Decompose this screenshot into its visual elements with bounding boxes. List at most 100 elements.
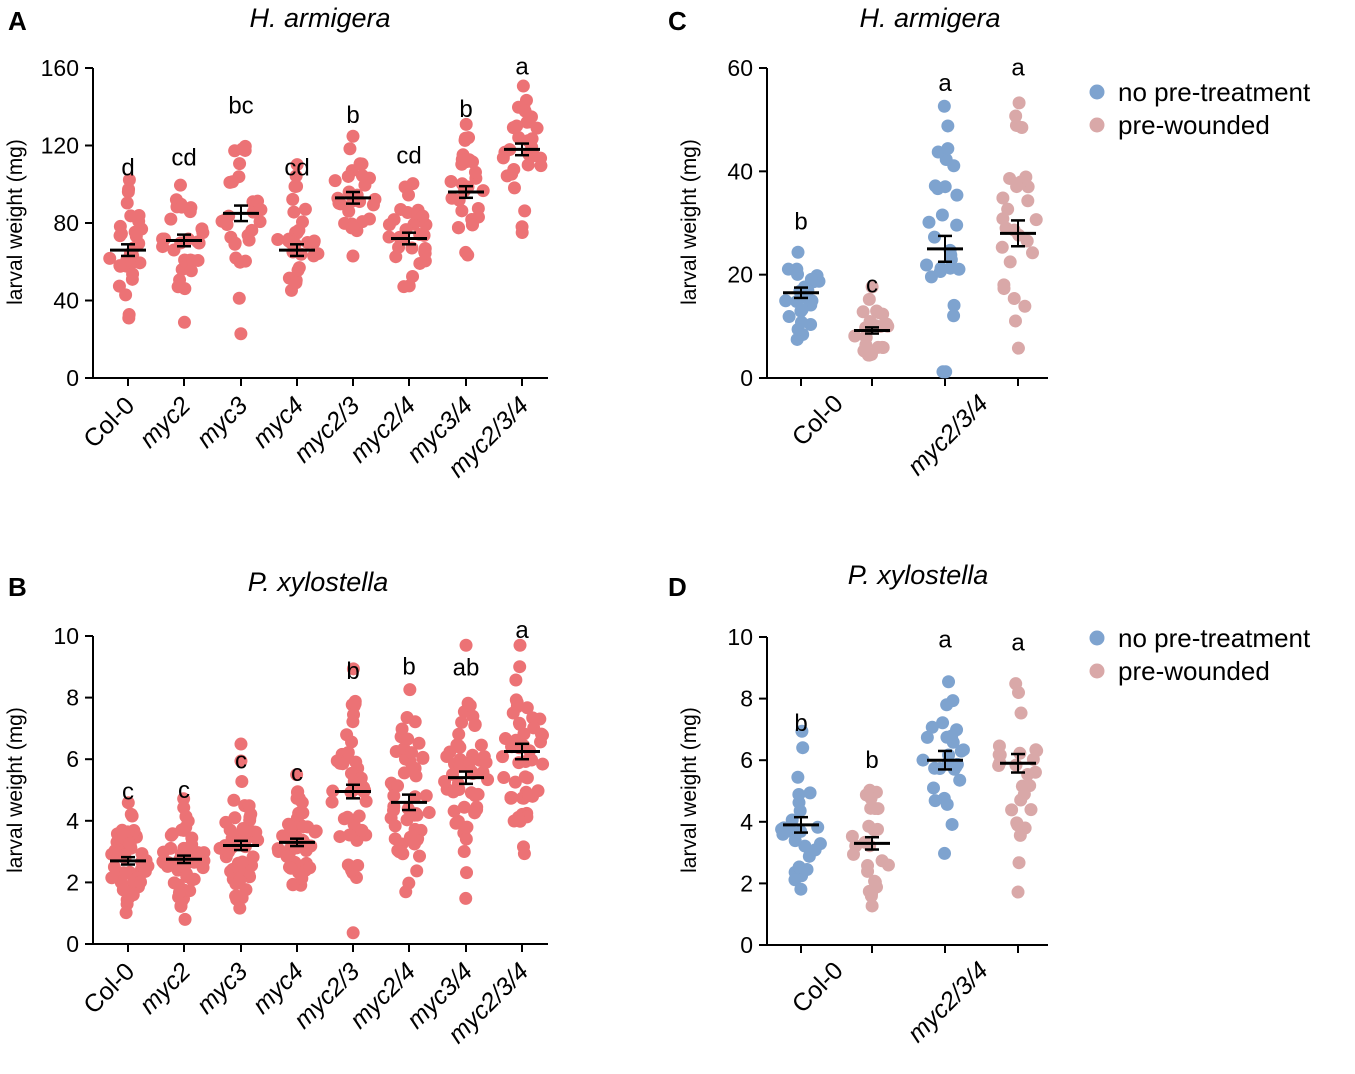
data-point — [233, 901, 247, 915]
data-point — [782, 310, 796, 324]
data-point — [343, 828, 357, 842]
data-point — [129, 229, 143, 243]
data-point — [402, 188, 416, 202]
data-point — [394, 202, 408, 216]
data-point — [452, 739, 466, 753]
data-point — [457, 844, 471, 858]
x-tick-label: myc2/3/4 — [902, 956, 994, 1048]
data-point — [286, 192, 300, 206]
data-point — [521, 158, 535, 172]
data-point — [506, 706, 520, 720]
data-point — [795, 303, 809, 317]
data-point — [403, 683, 417, 697]
data-point — [407, 837, 421, 851]
panel-label: D — [668, 572, 687, 602]
legend-marker — [1089, 84, 1105, 100]
data-point — [1021, 767, 1035, 781]
data-point — [234, 754, 248, 768]
significance-letter: d — [121, 154, 134, 181]
data-point — [519, 93, 533, 107]
data-point — [341, 169, 355, 183]
data-point — [178, 912, 192, 926]
x-tick-label: myc2/3/4 — [902, 389, 994, 481]
data-point — [527, 149, 541, 163]
data-point — [945, 817, 959, 831]
data-point — [447, 804, 461, 818]
significance-letter: b — [794, 710, 807, 737]
data-point — [121, 185, 135, 199]
data-point — [795, 315, 809, 329]
data-point — [391, 779, 405, 793]
y-tick-label: 6 — [66, 746, 79, 772]
significance-letter: b — [346, 658, 359, 685]
data-point — [348, 697, 362, 711]
data-point — [481, 773, 495, 787]
data-point — [1014, 706, 1028, 720]
data-point — [444, 174, 458, 188]
data-point — [920, 730, 934, 744]
significance-letter: c — [122, 778, 134, 805]
data-point — [800, 862, 814, 876]
data-point — [438, 774, 452, 788]
data-point — [950, 188, 964, 202]
panel-label: B — [8, 572, 27, 602]
data-point — [468, 789, 482, 803]
data-point — [292, 223, 306, 237]
data-point — [953, 773, 967, 787]
series-no-pre-treatment: ba — [779, 70, 966, 379]
data-point — [992, 739, 1006, 753]
data-point — [388, 832, 402, 846]
data-point — [803, 786, 817, 800]
data-point — [496, 750, 510, 764]
y-axis-label: larval weight (mg) — [4, 707, 27, 873]
data-point — [1021, 194, 1035, 208]
data-point — [504, 790, 518, 804]
data-point — [135, 847, 149, 861]
data-point — [925, 720, 939, 734]
data-point — [808, 843, 822, 857]
y-tick-label: 160 — [41, 55, 79, 81]
data-point — [459, 832, 473, 846]
data-point — [234, 327, 248, 341]
data-point — [920, 258, 934, 272]
data-point — [520, 701, 534, 715]
data-point — [922, 215, 936, 229]
data-point — [465, 218, 479, 232]
data-point — [116, 883, 130, 897]
data-point — [1009, 677, 1023, 691]
data-point — [1024, 803, 1038, 817]
data-point — [1011, 885, 1025, 899]
data-point — [950, 218, 964, 232]
data-point — [219, 815, 233, 829]
significance-letter: c — [866, 272, 878, 299]
data-point — [845, 829, 859, 843]
data-point — [1009, 109, 1023, 123]
data-point — [164, 212, 178, 226]
data-point — [412, 849, 426, 863]
x-tick-label: myc3 — [191, 391, 253, 453]
data-point — [418, 246, 432, 260]
data-point — [345, 735, 359, 749]
data-point — [342, 204, 356, 218]
data-point — [496, 151, 510, 165]
data-point — [1009, 758, 1023, 772]
data-point — [346, 926, 360, 940]
data-point — [791, 245, 805, 259]
data-point — [468, 717, 482, 731]
y-tick-label: 40 — [727, 158, 753, 184]
data-point — [452, 193, 466, 207]
panel-d: D P. xylostella larval weight (mg) 0 2 4 6 8 10 C… — [668, 560, 1311, 1048]
data-point — [517, 739, 531, 753]
significance-letter: a — [938, 626, 952, 653]
x-tick-label: Col-0 — [787, 956, 849, 1018]
data-point — [271, 232, 285, 246]
data-point — [460, 820, 474, 834]
panel-label: A — [8, 6, 27, 36]
data-point — [928, 794, 942, 808]
data-point — [119, 906, 133, 920]
x-tick-label: Col-0 — [78, 957, 140, 1019]
legend-label: pre-wounded — [1118, 656, 1270, 686]
data-point — [164, 841, 178, 855]
data-point — [513, 638, 527, 652]
